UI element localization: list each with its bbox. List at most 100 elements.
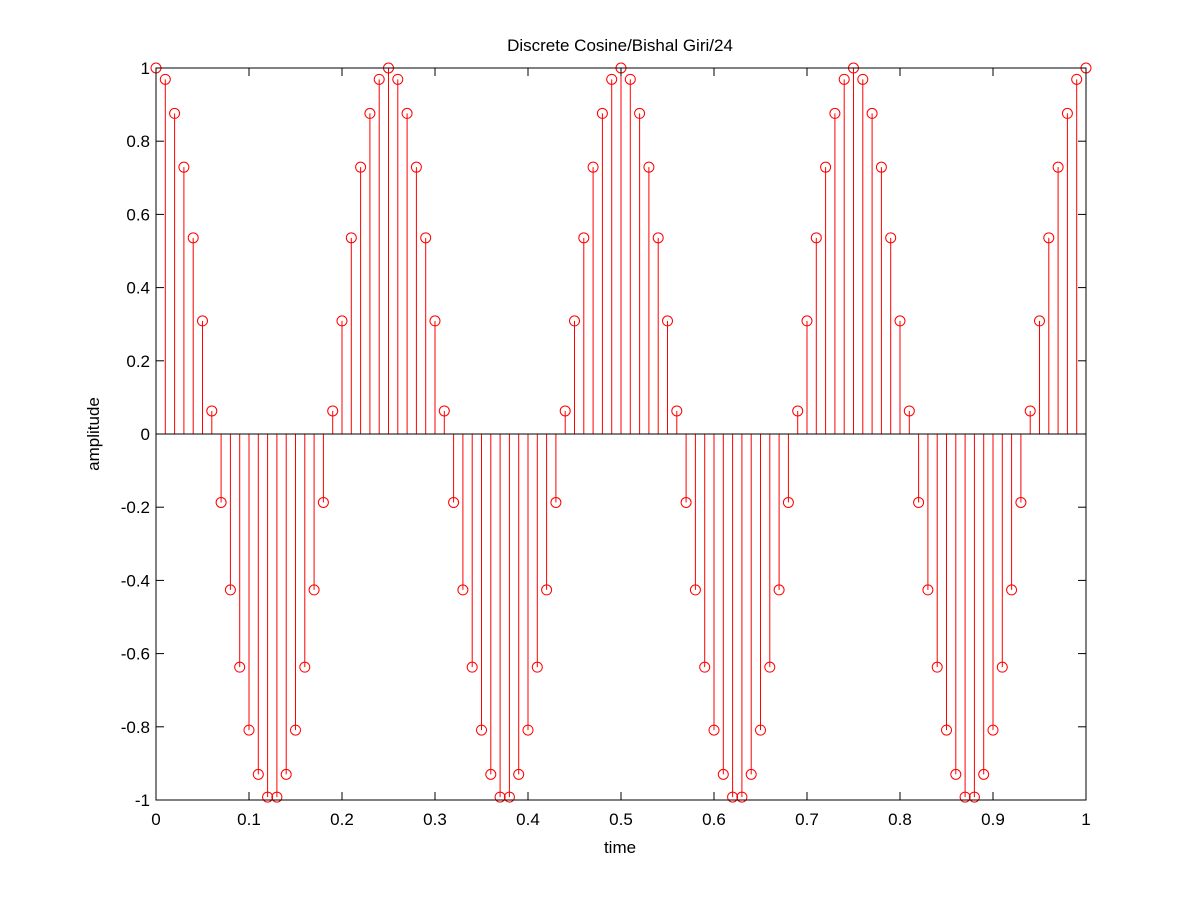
stem-marker <box>448 496 460 508</box>
stem-marker <box>541 584 553 596</box>
stem-marker <box>215 496 227 508</box>
stem-marker <box>271 791 283 803</box>
stem-marker <box>699 661 711 673</box>
x-tick-label: 0.7 <box>795 810 819 829</box>
stem-marker <box>317 496 329 508</box>
stem-marker <box>941 724 952 736</box>
stem-marker <box>550 496 562 508</box>
stem-marker <box>820 161 832 173</box>
stem-marker <box>1024 405 1036 417</box>
stem-marker <box>392 73 404 85</box>
y-tick-label: -0.2 <box>121 498 150 517</box>
stem-marker <box>410 161 422 173</box>
tick-labels-layer: 0 0.1 0.2 0.3 0.4 0.5 0.6 0.7 0.8 0.9 1 -1 -0.8 -0.6 -… <box>121 59 1091 829</box>
stem-marker <box>364 107 376 119</box>
stem-marker <box>503 791 515 803</box>
stem-marker <box>885 232 897 244</box>
x-axis-label: time <box>604 838 636 857</box>
stem-marker <box>755 724 766 736</box>
stem-marker <box>866 107 878 119</box>
y-tick-label: 0.8 <box>126 132 150 151</box>
stem-marker <box>587 161 599 173</box>
stems-layer <box>155 68 1087 798</box>
stem-marker <box>457 584 469 596</box>
stem-marker <box>857 73 869 85</box>
stem-marker <box>578 232 590 244</box>
stem-marker <box>903 405 915 417</box>
stem-marker <box>336 315 348 327</box>
stem-marker <box>922 584 934 596</box>
stem-marker <box>178 161 190 173</box>
x-tick-label: 0.9 <box>981 810 1005 829</box>
stem-marker <box>569 315 580 327</box>
stem-marker <box>801 315 813 327</box>
y-tick-label: 0.6 <box>126 205 150 224</box>
stem-marker <box>169 107 181 119</box>
stem-marker <box>159 73 171 85</box>
stem-marker <box>476 724 487 736</box>
stem-marker <box>345 232 357 244</box>
stem-marker <box>913 496 925 508</box>
y-tick-label: 0.2 <box>126 352 150 371</box>
stem-marker <box>717 768 729 780</box>
stem-marker <box>531 661 543 673</box>
x-tick-label: 0.4 <box>516 810 540 829</box>
stem-marker <box>429 315 441 327</box>
stem-marker <box>662 315 673 327</box>
stem-marker <box>438 405 450 417</box>
stem-marker <box>243 724 255 736</box>
stem-marker <box>327 405 339 417</box>
stem-marker <box>708 724 720 736</box>
y-tick-label: -0.8 <box>121 718 150 737</box>
stem-marker <box>950 768 962 780</box>
stem-marker <box>1015 496 1027 508</box>
stem-marker <box>262 791 274 803</box>
stem-marker <box>792 405 804 417</box>
stem-marker <box>485 768 497 780</box>
stem-marker <box>736 791 748 803</box>
stem-marker <box>987 724 999 736</box>
stem-marker <box>829 107 841 119</box>
stem-marker <box>1043 232 1055 244</box>
stem-marker <box>252 768 264 780</box>
stem-marker <box>420 232 432 244</box>
x-tick-label: 0.5 <box>609 810 633 829</box>
stem-marker <box>764 661 776 673</box>
stem-marker <box>606 73 618 85</box>
stem-marker <box>968 791 980 803</box>
stem-marker <box>773 584 785 596</box>
stem-marker <box>782 496 794 508</box>
stem-marker <box>643 161 655 173</box>
y-axis-label: amplitude <box>84 397 103 471</box>
markers-layer <box>150 62 1092 803</box>
y-tick-label: -0.6 <box>121 645 150 664</box>
stem-marker <box>1052 161 1064 173</box>
stem-marker <box>522 724 534 736</box>
x-tick-label: 1 <box>1081 810 1090 829</box>
stem-marker <box>634 107 646 119</box>
stem-marker <box>838 73 850 85</box>
stem-marker <box>224 584 236 596</box>
stem-marker <box>290 724 301 736</box>
stem-marker <box>894 315 906 327</box>
stem-marker <box>1034 315 1045 327</box>
x-tick-label: 0 <box>151 810 160 829</box>
stem-marker <box>810 232 822 244</box>
y-tick-label: -1 <box>135 791 150 810</box>
stem-marker <box>680 496 692 508</box>
stem-marker <box>959 791 971 803</box>
stem-marker <box>308 584 320 596</box>
stem-marker <box>299 661 311 673</box>
stem-marker <box>559 405 571 417</box>
stem-marker <box>689 584 701 596</box>
stem-marker <box>875 161 887 173</box>
y-tick-label: -0.4 <box>121 571 150 590</box>
stem-marker <box>652 232 664 244</box>
stem-marker <box>187 232 199 244</box>
stem-marker <box>401 107 413 119</box>
stem-marker <box>234 661 246 673</box>
stem-marker <box>373 73 385 85</box>
stem-marker <box>355 161 367 173</box>
